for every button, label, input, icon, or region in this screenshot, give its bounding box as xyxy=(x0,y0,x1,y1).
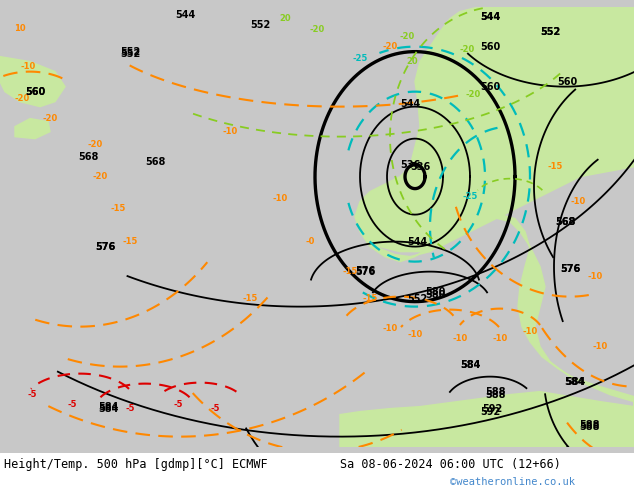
Text: ©weatheronline.co.uk: ©weatheronline.co.uk xyxy=(450,477,575,487)
Text: 536: 536 xyxy=(410,162,430,172)
Text: -10: -10 xyxy=(408,330,423,339)
Text: 588: 588 xyxy=(485,390,505,400)
Polygon shape xyxy=(0,57,65,107)
Text: -15: -15 xyxy=(342,267,358,276)
Text: 576: 576 xyxy=(355,266,375,275)
Text: 580: 580 xyxy=(425,290,445,299)
Text: -20: -20 xyxy=(310,24,325,34)
Text: 552: 552 xyxy=(250,20,270,29)
Text: 584: 584 xyxy=(98,404,118,414)
Text: -10: -10 xyxy=(382,324,398,333)
Text: -5: -5 xyxy=(173,400,183,409)
Text: -15: -15 xyxy=(547,162,563,171)
Text: -5: -5 xyxy=(126,404,135,413)
Text: Sa 08-06-2024 06:00 UTC (12+66): Sa 08-06-2024 06:00 UTC (12+66) xyxy=(340,458,561,471)
Text: 576: 576 xyxy=(95,242,115,252)
Text: -10: -10 xyxy=(522,327,538,336)
Text: 560: 560 xyxy=(480,82,500,92)
Text: -10: -10 xyxy=(273,194,288,203)
Text: 552: 552 xyxy=(407,294,427,304)
Text: -20: -20 xyxy=(15,94,30,103)
Text: 584: 584 xyxy=(460,360,480,369)
Text: -15: -15 xyxy=(122,237,138,246)
Text: -20: -20 xyxy=(87,140,103,149)
Text: -20: -20 xyxy=(465,90,480,98)
Text: 20: 20 xyxy=(406,57,418,66)
Text: 560: 560 xyxy=(25,87,45,97)
Text: -10: -10 xyxy=(587,272,603,281)
Text: 576: 576 xyxy=(95,242,115,252)
Text: 584: 584 xyxy=(565,377,585,387)
Text: 568: 568 xyxy=(78,151,98,162)
Text: -10: -10 xyxy=(592,342,607,351)
Text: -25: -25 xyxy=(353,54,368,63)
Text: 544: 544 xyxy=(480,12,500,22)
Text: 544: 544 xyxy=(407,237,427,246)
Text: 552: 552 xyxy=(120,47,140,57)
Text: 588: 588 xyxy=(579,419,600,430)
Text: -10: -10 xyxy=(20,62,36,71)
Text: 568: 568 xyxy=(555,217,575,226)
Text: 576: 576 xyxy=(355,267,375,277)
Text: 592: 592 xyxy=(480,407,500,416)
Text: 544: 544 xyxy=(480,12,500,22)
Text: -10: -10 xyxy=(571,197,586,206)
Text: 584: 584 xyxy=(460,360,480,369)
Text: 560: 560 xyxy=(557,76,577,87)
Text: -10: -10 xyxy=(223,127,238,136)
Text: 580: 580 xyxy=(425,287,445,296)
Text: 592: 592 xyxy=(482,404,502,414)
Text: 560: 560 xyxy=(25,87,45,97)
Text: 584: 584 xyxy=(98,402,118,412)
Text: 568: 568 xyxy=(555,217,575,226)
Text: -10: -10 xyxy=(453,334,468,343)
Polygon shape xyxy=(15,119,50,139)
Text: -10: -10 xyxy=(493,334,508,343)
Text: -20: -20 xyxy=(93,172,108,181)
Text: 552: 552 xyxy=(120,49,140,59)
Text: -5: -5 xyxy=(67,400,77,409)
Text: 552: 552 xyxy=(540,26,560,37)
Text: -20: -20 xyxy=(400,32,415,41)
Text: -15: -15 xyxy=(110,204,126,213)
Polygon shape xyxy=(340,392,634,446)
Text: 544: 544 xyxy=(400,98,420,109)
Text: 588: 588 xyxy=(579,421,600,432)
Text: 588: 588 xyxy=(485,387,505,396)
Text: -20: -20 xyxy=(42,114,58,123)
Text: 536: 536 xyxy=(400,160,420,170)
Text: 20: 20 xyxy=(279,14,291,23)
Polygon shape xyxy=(340,176,634,446)
Polygon shape xyxy=(365,7,634,252)
Text: 576: 576 xyxy=(560,264,580,273)
Text: -15: -15 xyxy=(362,294,378,303)
Text: -15: -15 xyxy=(242,294,257,303)
Text: 584: 584 xyxy=(564,377,584,387)
Text: -0: -0 xyxy=(306,237,314,246)
Text: 10: 10 xyxy=(14,24,26,33)
Text: -25: -25 xyxy=(462,192,477,201)
Text: -5: -5 xyxy=(27,390,37,399)
Text: 568: 568 xyxy=(145,157,165,167)
Text: -5: -5 xyxy=(210,404,220,413)
Text: 552: 552 xyxy=(540,26,560,37)
Text: -20: -20 xyxy=(460,45,476,53)
Text: 576: 576 xyxy=(560,264,580,273)
Text: Height/Temp. 500 hPa [gdmp][°C] ECMWF: Height/Temp. 500 hPa [gdmp][°C] ECMWF xyxy=(4,458,268,471)
Text: 560: 560 xyxy=(480,42,500,51)
Text: 544: 544 xyxy=(175,10,195,20)
Text: -20: -20 xyxy=(382,42,398,51)
